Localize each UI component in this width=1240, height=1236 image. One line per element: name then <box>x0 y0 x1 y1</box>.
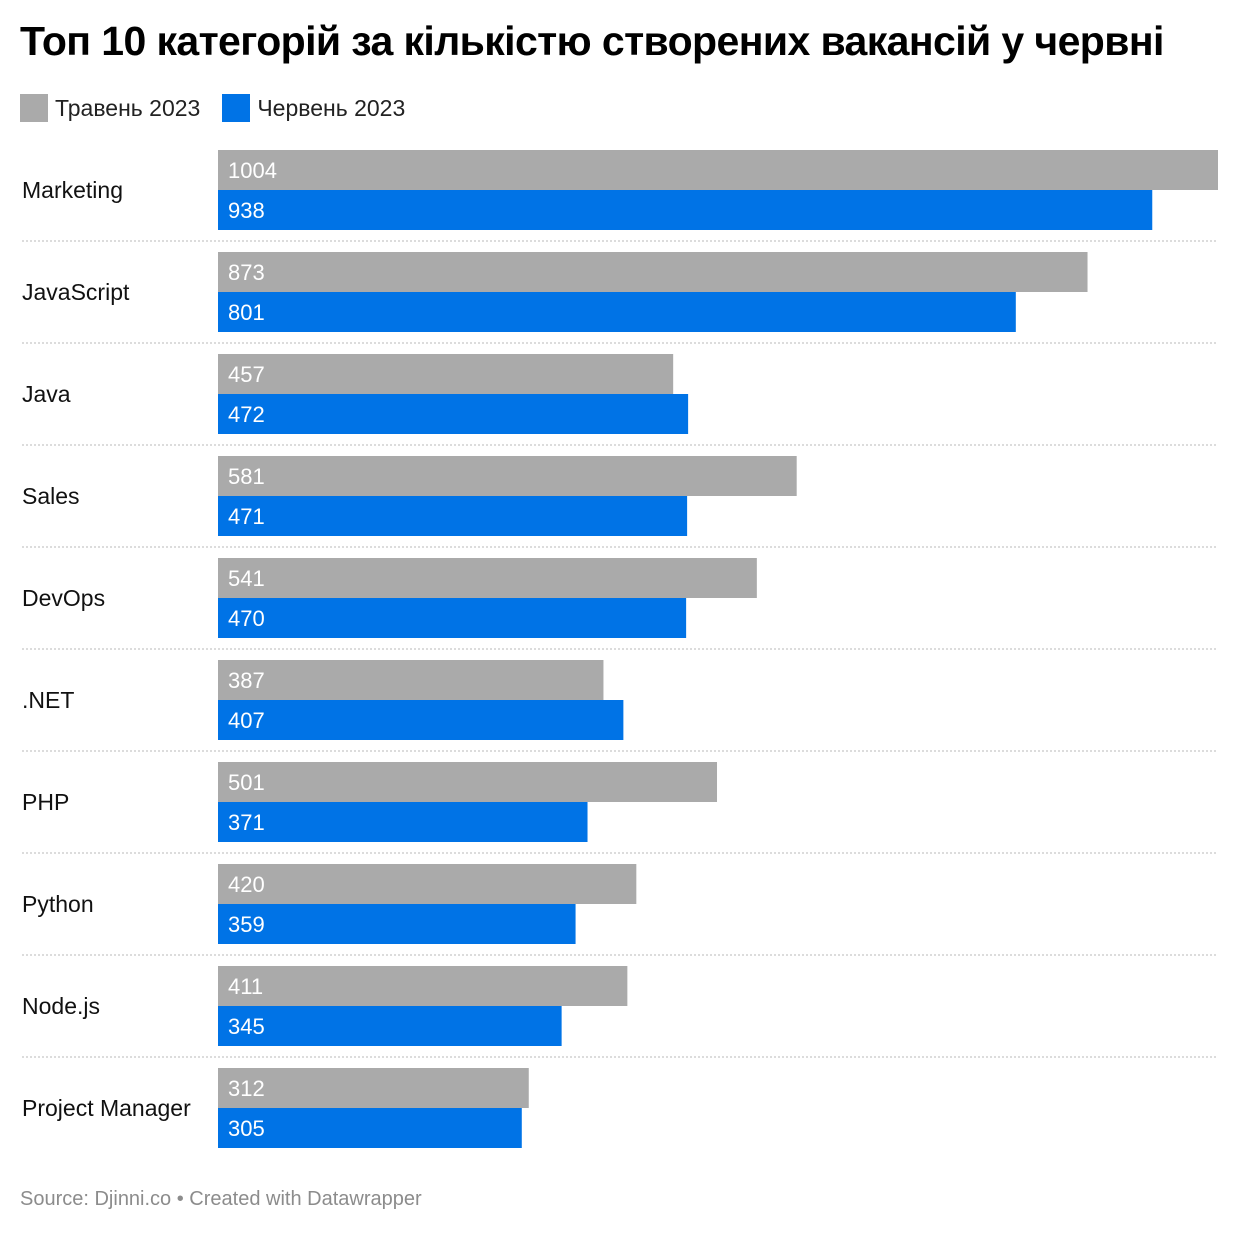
bar-june <box>218 802 588 842</box>
bar-may <box>218 456 797 496</box>
legend-label-may: Травень 2023 <box>55 94 201 121</box>
category-label: Marketing <box>22 177 123 203</box>
legend-label-june: Червень 2023 <box>257 94 406 121</box>
legend: Травень 2023 Червень 2023 <box>20 94 427 122</box>
value-label: 312 <box>228 1076 265 1101</box>
value-label: 873 <box>228 260 265 285</box>
bar-june <box>218 904 576 944</box>
bar-may <box>218 966 628 1006</box>
value-label: 938 <box>228 198 265 223</box>
value-label: 359 <box>228 912 265 937</box>
value-label: 407 <box>228 708 265 733</box>
bar-may <box>218 354 674 394</box>
value-label: 581 <box>228 464 265 489</box>
value-label: 457 <box>228 362 265 387</box>
bar-may <box>218 864 637 904</box>
value-label: 501 <box>228 770 265 795</box>
value-label: 345 <box>228 1014 265 1039</box>
category-label: DevOps <box>22 585 105 611</box>
value-label: 471 <box>228 504 265 529</box>
bar-may <box>218 660 604 700</box>
bar-june <box>218 1006 562 1046</box>
legend-swatch-june <box>222 94 251 122</box>
value-label: 411 <box>228 974 263 999</box>
value-label: 1004 <box>228 158 277 183</box>
value-label: 371 <box>228 810 265 835</box>
category-label: Java <box>22 381 71 407</box>
legend-item-june: Червень 2023 <box>222 94 405 122</box>
value-label: 801 <box>228 300 265 325</box>
legend-swatch-may <box>20 94 48 122</box>
value-label: 305 <box>228 1116 265 1141</box>
bar-may <box>218 252 1088 292</box>
value-label: 541 <box>228 566 265 591</box>
category-label: Sales <box>22 483 80 509</box>
source-note: Source: Djinni.co • Created with Datawra… <box>20 1188 422 1210</box>
bar-june <box>218 394 689 434</box>
bar-may <box>218 1068 529 1108</box>
value-label: 420 <box>228 872 265 897</box>
bar-may <box>218 558 757 598</box>
bar-june <box>218 598 687 638</box>
category-label: Node.js <box>22 993 100 1019</box>
category-label: JavaScript <box>22 279 130 305</box>
bar-june <box>218 700 624 740</box>
bar-may <box>218 762 718 802</box>
bar-may <box>218 150 1218 190</box>
value-label: 387 <box>228 668 265 693</box>
bar-june <box>218 190 1153 230</box>
bar-june <box>218 1108 522 1148</box>
category-label: Project Manager <box>22 1095 191 1121</box>
category-label: Python <box>22 891 94 917</box>
value-label: 470 <box>228 606 265 631</box>
bar-june <box>218 496 688 536</box>
chart-title: Топ 10 категорій за кількістю створених … <box>20 18 1164 64</box>
value-label: 472 <box>228 402 265 427</box>
bar-june <box>218 292 1016 332</box>
legend-item-may: Травень 2023 <box>20 94 200 122</box>
category-label: .NET <box>22 687 74 713</box>
category-label: PHP <box>22 789 69 815</box>
